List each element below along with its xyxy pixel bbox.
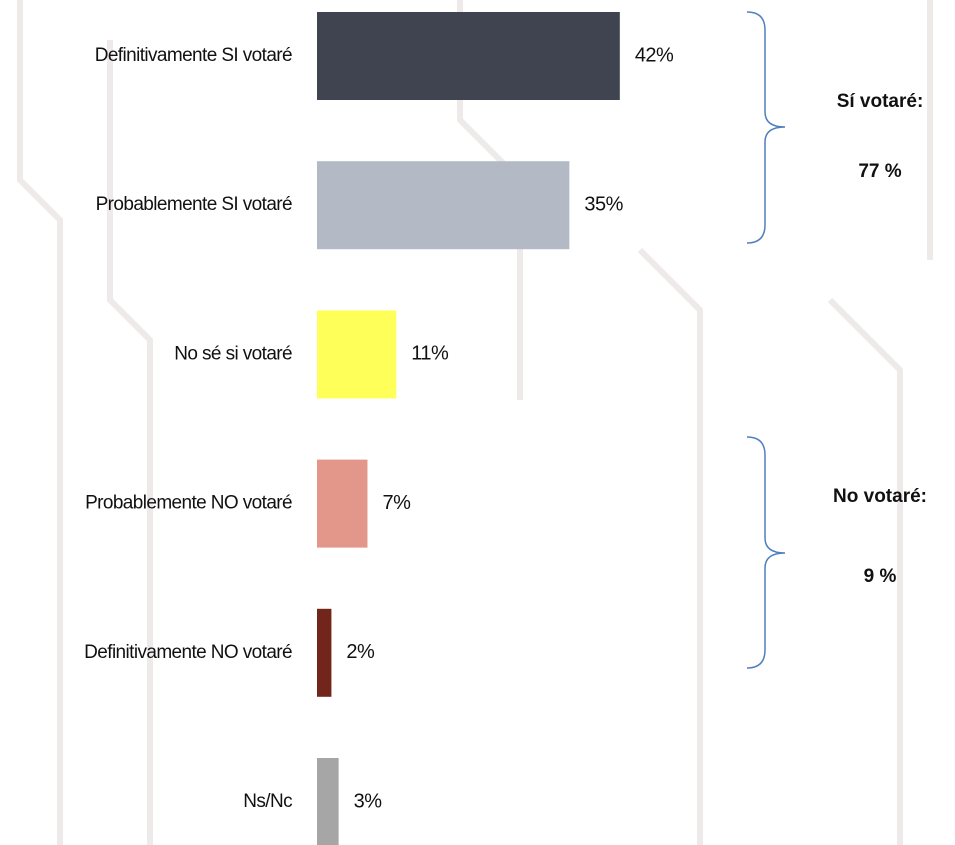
annotation: 9 % — [864, 566, 897, 587]
bar — [317, 161, 570, 250]
bracket — [746, 11, 786, 244]
value-label: 7% — [382, 492, 411, 514]
value-label: 35% — [584, 193, 623, 215]
value-label: 42% — [635, 44, 674, 66]
annotation: 77 % — [858, 161, 901, 182]
category-label: Definitivamente NO votaré — [84, 642, 292, 663]
category-label: Definitivamente SI votaré — [95, 45, 292, 66]
bar — [317, 608, 332, 697]
value-label: 2% — [346, 641, 375, 663]
category-label: No sé si votaré — [174, 343, 292, 364]
category-label: Probablemente NO votaré — [85, 493, 292, 514]
annotation: No votaré: — [833, 486, 927, 507]
bar — [317, 310, 397, 399]
bar — [317, 12, 620, 100]
background-pattern — [17, 0, 933, 845]
value-label: 11% — [411, 343, 449, 365]
bar — [317, 758, 339, 845]
bar — [317, 459, 368, 548]
category-label: Probablemente SI votaré — [96, 194, 292, 215]
value-label: 3% — [354, 790, 383, 812]
annotation: Sí votaré: — [837, 91, 924, 112]
category-label: Ns/Nc — [243, 791, 292, 812]
bracket — [746, 436, 786, 669]
